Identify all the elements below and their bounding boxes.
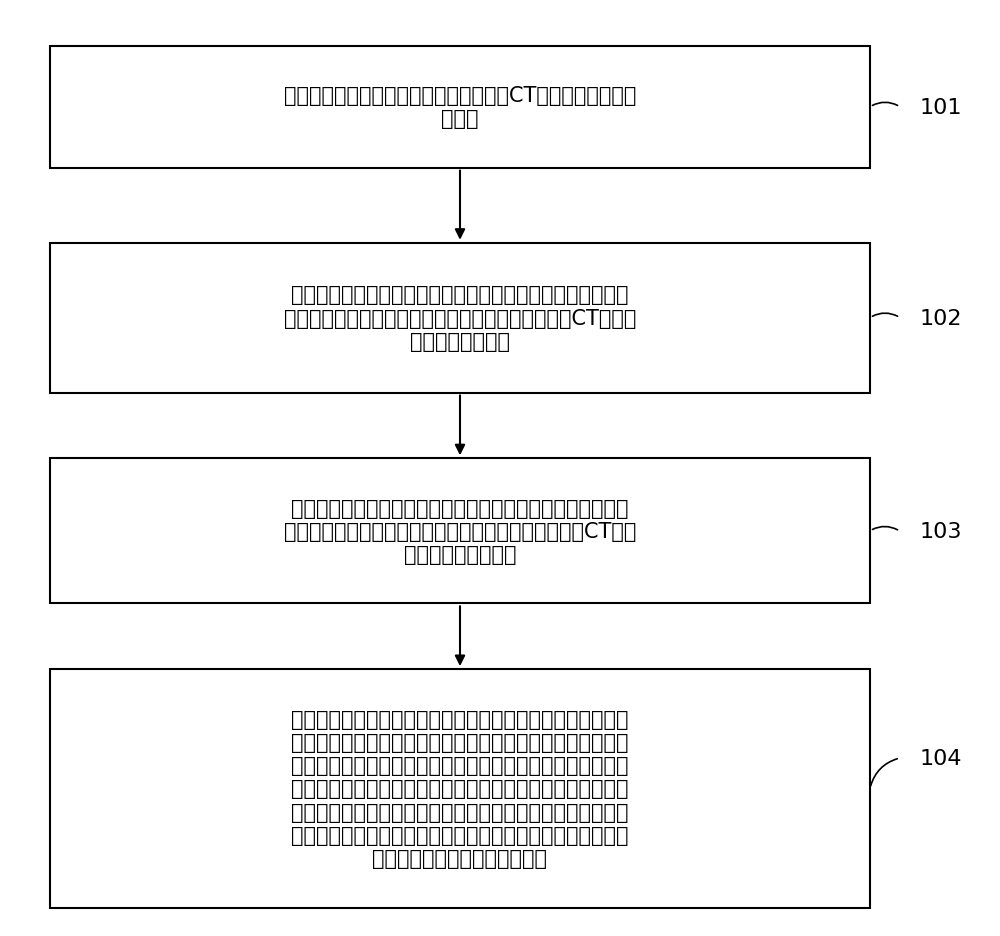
Text: 在所述碳酸岩样品上取直径为微米级的孔隙或孔洞分布密集的
部分作为第一柱塞样品，对该第一柱塞样品进行微米CT扫描，
获得第二扫描图像: 在所述碳酸岩样品上取直径为微米级的孔隙或孔洞分布密集的 部分作为第一柱塞样品，对… <box>284 285 636 351</box>
Text: 104: 104 <box>920 748 962 768</box>
FancyBboxPatch shape <box>50 459 870 604</box>
Text: 对所述第一扫描图像、所述第二扫描图像和所述第三扫描图像
进行二值化处理，根据二值化处理后的第一扫描图像、第二扫
描图像和第三扫描图像，确定所述碳酸岩样品的孔隙度: 对所述第一扫描图像、所述第二扫描图像和所述第三扫描图像 进行二值化处理，根据二值… <box>291 709 629 868</box>
FancyBboxPatch shape <box>50 243 870 393</box>
Text: 102: 102 <box>920 308 962 329</box>
Text: 101: 101 <box>920 97 962 118</box>
Text: 在所述第一柱塞样品上取直径为纳米级的孔隙或孔洞分布密集
的部分作为第二柱塞样品，对该第二柱塞样品进行纳米CT扫描
，获得第三扫描图像: 在所述第一柱塞样品上取直径为纳米级的孔隙或孔洞分布密集 的部分作为第二柱塞样品，… <box>284 498 636 564</box>
FancyBboxPatch shape <box>50 47 870 168</box>
FancyBboxPatch shape <box>50 669 870 908</box>
Text: 103: 103 <box>920 521 962 542</box>
Text: 对直径大于全直径的碳酸岩样品进行毫米CT扫描，获得第一扫
描图像: 对直径大于全直径的碳酸岩样品进行毫米CT扫描，获得第一扫 描图像 <box>284 86 636 129</box>
